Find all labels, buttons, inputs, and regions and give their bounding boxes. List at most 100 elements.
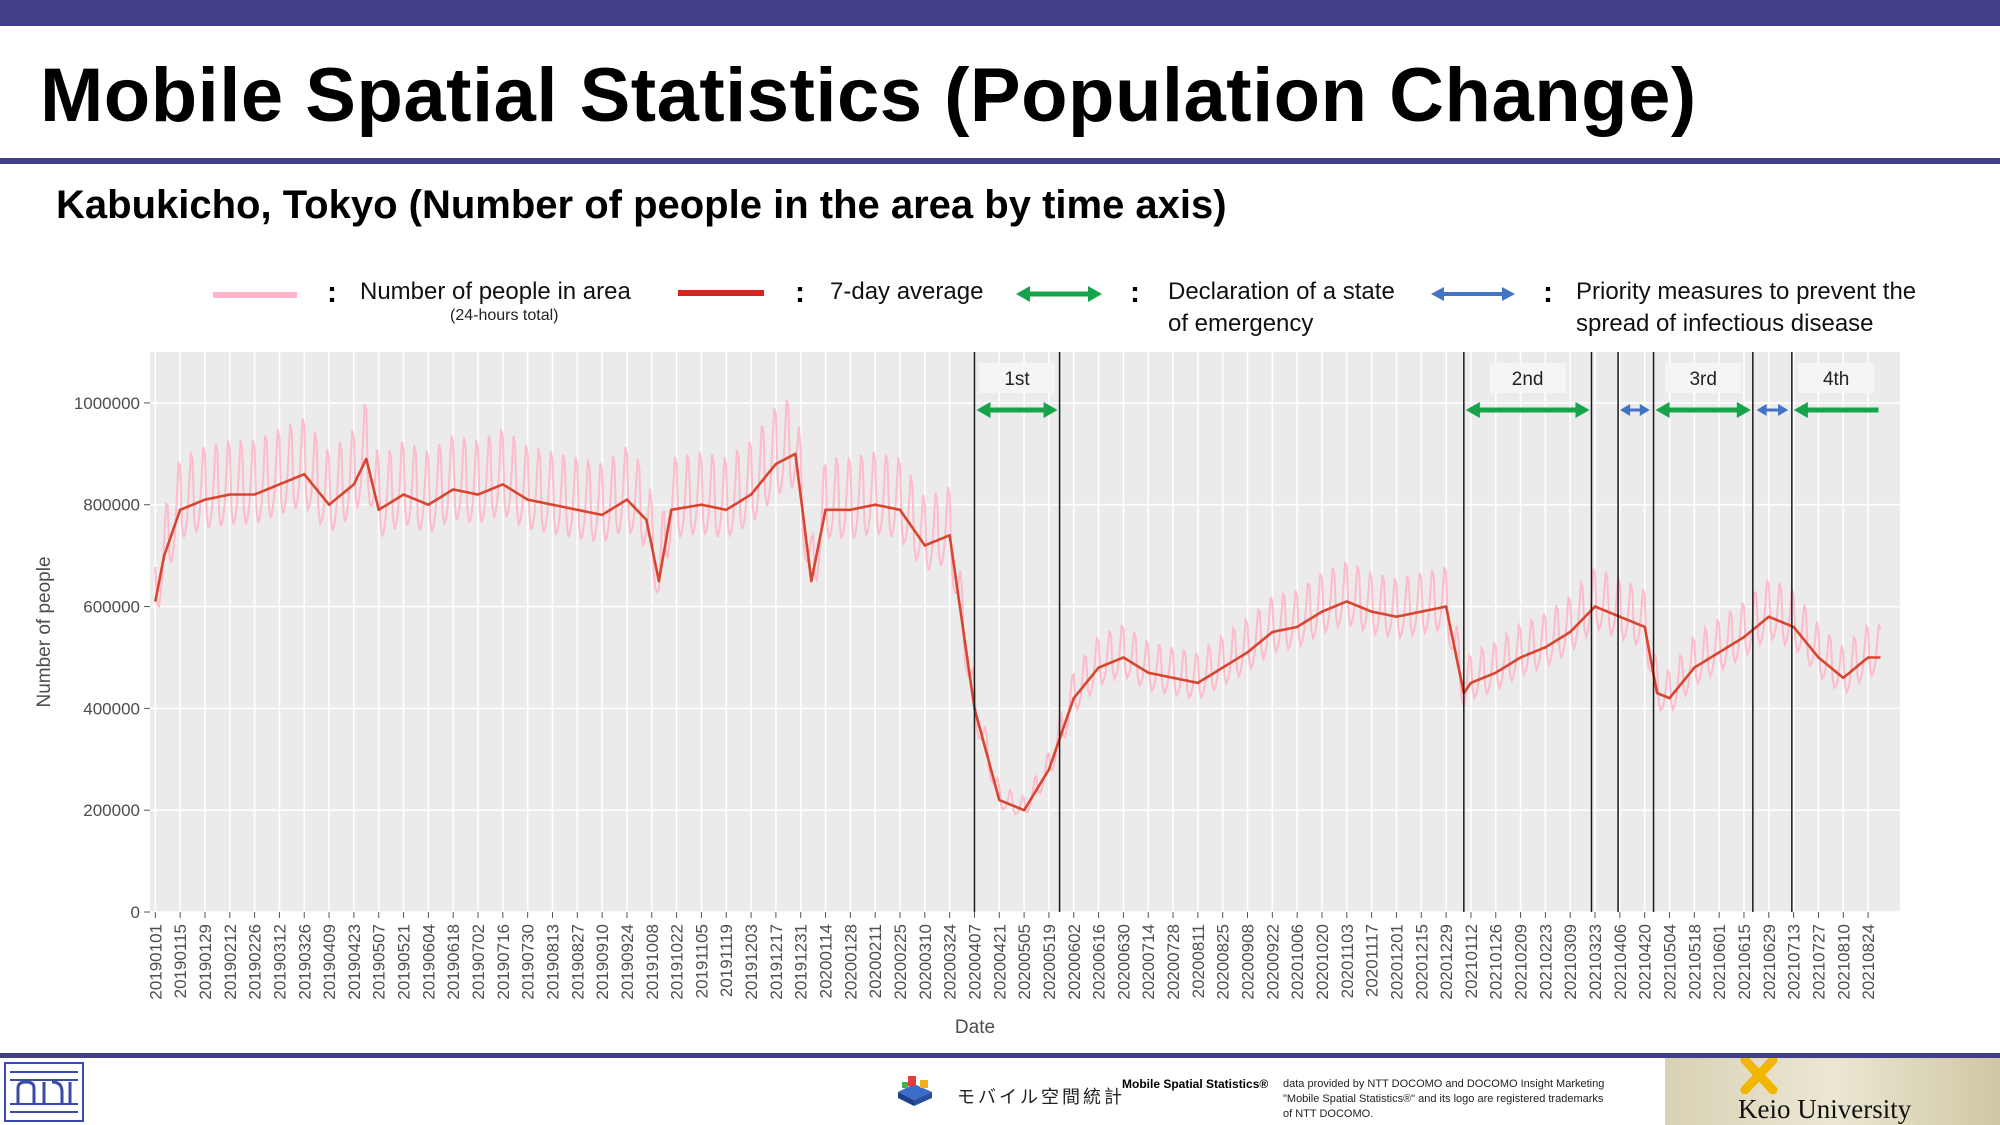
population-chart: 1st 2nd 3rd 4th 20190101 20190115 20190129 201… [34, 352, 1900, 1038]
x-tick-label: 20190618 [444, 924, 463, 1000]
header-bar [0, 0, 2000, 26]
x-tick-label: 20210112 [1462, 924, 1481, 998]
legend-average-swatch [678, 290, 764, 296]
y-tick-label: 800000 [83, 496, 140, 515]
period-label-box [1489, 363, 1566, 393]
university-name: Keio University [1738, 1094, 1912, 1124]
x-tick-label: 20200714 [1139, 924, 1158, 1000]
x-tick-label: 20210323 [1586, 924, 1605, 1000]
credit-line: of NTT DOCOMO. [1283, 1108, 1374, 1120]
emergency-period-arrow [976, 402, 1058, 418]
y-axis-label: Number of people [34, 556, 55, 707]
x-tick-label: 20200407 [965, 924, 984, 1000]
y-tick-label: 0 [131, 903, 140, 922]
x-tick-label: 20191231 [792, 924, 811, 1000]
x-tick-label: 20200630 [1114, 924, 1133, 1000]
x-tick-label: 20201006 [1288, 924, 1307, 1000]
arrow-head [976, 402, 991, 418]
x-tick-label: 20201020 [1313, 924, 1332, 1000]
period-label-box [1665, 363, 1742, 393]
legend-colon: : [1543, 276, 1553, 309]
period-markers: 1st 2nd 3rd 4th [973, 352, 1879, 912]
daily-series [154, 399, 1882, 816]
x-tick-label: 20210518 [1685, 924, 1704, 1000]
credit-line: data provided by NTT DOCOMO and DOCOMO I… [1283, 1078, 1605, 1090]
legend-daily-label: Number of people in area [360, 278, 631, 305]
lab-logo [4, 1062, 84, 1122]
y-tick-label: 200000 [83, 801, 140, 820]
mss-japanese-name: モバイル空間統計 [957, 1087, 1125, 1107]
x-tick-label: 20200728 [1164, 924, 1183, 1000]
footer-divider [0, 1053, 2000, 1058]
y-tick-label: 1000000 [74, 394, 140, 413]
x-tick-label: 20190226 [246, 924, 265, 1000]
x-axis-label: Date [955, 1017, 995, 1038]
legend-colon: : [795, 276, 805, 309]
pen-emblem-icon [1740, 1058, 1778, 1094]
x-tick-label: 20210824 [1859, 924, 1878, 1000]
credit-line: "Mobile Spatial Statistics®" and its log… [1283, 1093, 1604, 1105]
x-tick-label: 20190507 [370, 924, 389, 1000]
period-label: 3rd [1689, 369, 1716, 390]
chart-subtitle: Kabukicho, Tokyo (Number of people in th… [56, 183, 1227, 227]
x-tick-label: 20190827 [568, 924, 587, 1000]
x-tick-label: 20190730 [519, 924, 538, 1000]
x-tick-label: 20200825 [1214, 924, 1233, 1000]
arrow-head [1655, 402, 1670, 418]
x-tick-label: 20201117 [1363, 924, 1382, 997]
plot-area [150, 352, 1900, 912]
period-label: 1st [1004, 369, 1030, 390]
x-tick-label: 20190129 [196, 924, 215, 1000]
x-tick-label: 20200114 [817, 924, 836, 998]
legend-colon: : [327, 276, 337, 309]
x-tick-label: 20210420 [1636, 924, 1655, 1000]
legend-priority-label-2: spread of infectious disease [1576, 310, 1874, 337]
x-tick-label: 20210810 [1834, 924, 1853, 1000]
legend-daily-swatch [213, 292, 297, 298]
arrow-head [1465, 402, 1480, 418]
x-tick-label: 20201215 [1412, 924, 1431, 1000]
university-badge: Keio University [1665, 1058, 2000, 1125]
legend-daily-sublabel: (24-hours total) [450, 307, 559, 324]
x-tick-label: 20190702 [469, 924, 488, 1000]
y-tick-label: 400000 [83, 699, 140, 718]
x-tick-label: 20190813 [543, 924, 562, 1000]
mss-logo-icon [898, 1076, 932, 1106]
average-series [154, 452, 1881, 812]
x-tick-label: 20210727 [1809, 924, 1828, 1000]
x-tick-label: 20200616 [1090, 924, 1109, 1000]
x-tick-label: 20191022 [668, 924, 687, 1000]
x-tick-label: 20201229 [1437, 924, 1456, 1000]
legend-priority-arrow [1431, 287, 1515, 301]
x-tick-label: 20200324 [941, 924, 960, 1000]
x-tick-label: 20190101 [146, 924, 165, 1000]
x-tick-label: 20200225 [891, 924, 910, 1000]
x-tick-label: 20210601 [1710, 924, 1729, 1000]
period-label: 4th [1823, 369, 1849, 390]
emergency-period-arrow [1793, 402, 1879, 418]
x-tick-label: 20190910 [593, 924, 612, 1000]
arrow-head [1639, 404, 1650, 416]
arrow-head [1736, 402, 1751, 418]
x-tick-label: 20210309 [1561, 924, 1580, 1000]
x-tick-label: 20200922 [1263, 924, 1282, 1000]
x-tick-label: 20190924 [618, 924, 637, 1000]
arrow-head [1756, 404, 1767, 416]
y-tick-label: 600000 [83, 598, 140, 617]
daily-series-line [154, 399, 1882, 816]
x-tick-label: 20200602 [1065, 924, 1084, 1000]
x-tick-label: 20200505 [1015, 924, 1034, 1000]
legend-colon: : [1130, 276, 1140, 309]
x-tick-label: 20200310 [916, 924, 935, 1000]
arrow-head [1043, 402, 1058, 418]
x-tick-label: 20190604 [419, 924, 438, 1000]
mss-title: Mobile Spatial Statistics® [1122, 1077, 1269, 1091]
legend-priority-label-1: Priority measures to prevent the [1576, 278, 1917, 305]
arrow-head [1620, 404, 1631, 416]
emergency-period-arrow [1465, 402, 1590, 418]
x-tick-label: 20210615 [1735, 924, 1754, 1000]
period-label-box [1798, 363, 1875, 393]
x-tick-label: 20191217 [767, 924, 786, 1000]
x-tick-label: 20200519 [1040, 924, 1059, 1000]
x-tick-label: 20190409 [320, 924, 339, 1000]
